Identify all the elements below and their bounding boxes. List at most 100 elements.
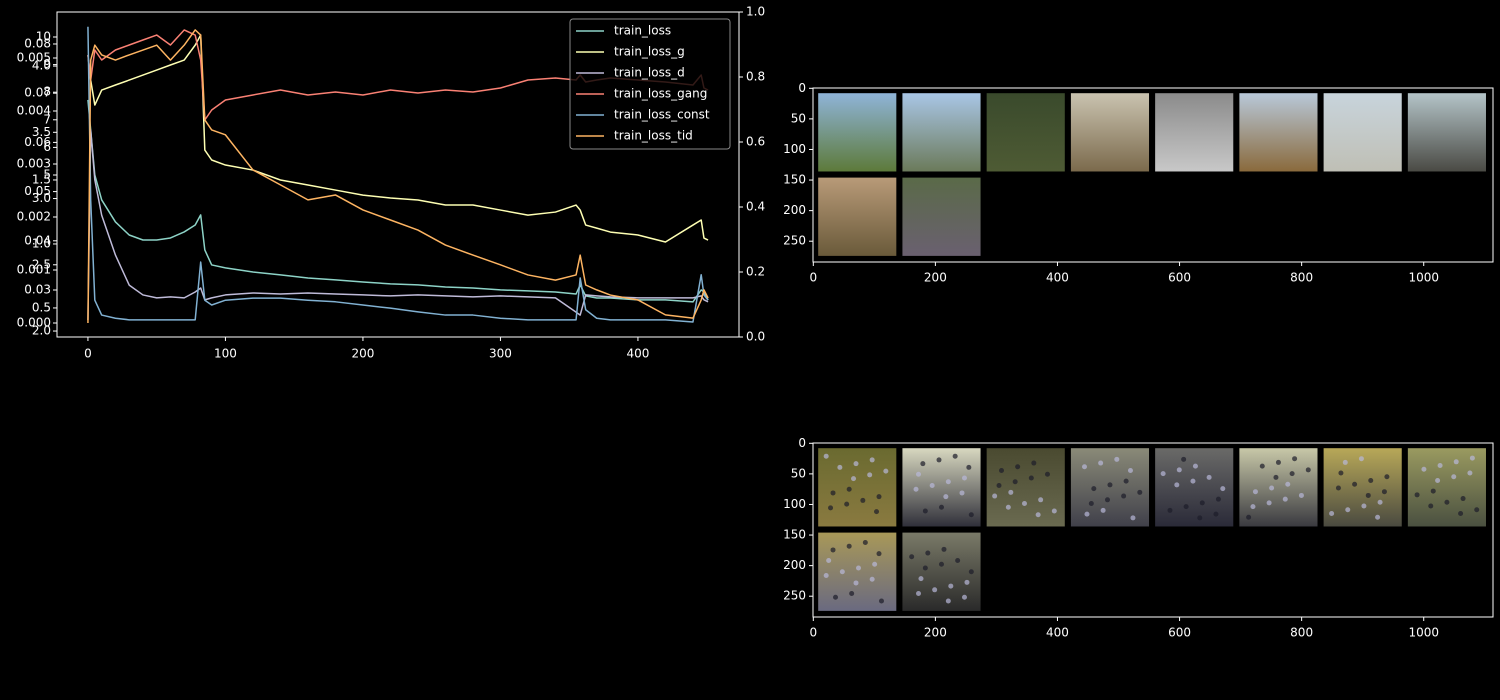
x-tick-label: 600: [1168, 626, 1191, 640]
image-tile: [986, 93, 1065, 172]
noise-speck: [1421, 466, 1427, 472]
noise-speck: [1269, 485, 1275, 491]
image-tile: [1155, 448, 1234, 527]
y-tick-label: 2.5: [32, 257, 51, 271]
noise-speck: [948, 583, 954, 589]
noise-speck: [1474, 507, 1480, 513]
x-tick-label: 1000: [1408, 626, 1439, 640]
x-tick-label: 0: [84, 347, 92, 361]
legend-label: train_loss_g: [614, 45, 685, 59]
noise-speck: [1358, 456, 1364, 462]
noise-speck: [1005, 504, 1011, 510]
noise-speck: [1038, 497, 1044, 503]
image-tile: [902, 532, 981, 611]
noise-speck: [1451, 474, 1457, 480]
noise-speck: [1273, 474, 1279, 480]
loss-line: [87, 29, 709, 324]
noise-speck: [922, 508, 928, 514]
noise-speck: [1437, 463, 1443, 469]
noise-speck: [1174, 482, 1180, 488]
legend-label: train_loss: [614, 24, 671, 38]
noise-speck: [1381, 489, 1387, 495]
y-tick-label: 0.06: [24, 135, 51, 149]
image-tile: [902, 93, 981, 172]
image-tile: [818, 93, 897, 172]
y-tick-label: 0.003: [17, 157, 51, 171]
noise-speck: [1100, 507, 1106, 513]
noise-speck: [1213, 511, 1219, 517]
image-tile: [818, 448, 897, 527]
noise-speck: [932, 587, 938, 593]
noise-speck: [853, 461, 859, 467]
noise-speck: [1467, 470, 1473, 476]
x-tick-label: 400: [1046, 626, 1069, 640]
y2-tick-label: 0.8: [746, 70, 765, 84]
x-tick-label: 100: [214, 347, 237, 361]
noise-speck: [936, 457, 942, 463]
y2-tick-label: 0.6: [746, 135, 765, 149]
noise-speck: [1282, 496, 1288, 502]
noise-speck: [833, 594, 839, 600]
noise-speck: [1345, 507, 1351, 513]
noise-speck: [853, 580, 859, 586]
noise-speck: [1285, 481, 1291, 487]
noise-speck: [1250, 504, 1256, 510]
noise-speck: [941, 546, 947, 552]
noise-speck: [876, 551, 882, 557]
noise-speck: [1252, 489, 1258, 495]
x-tick-label: 400: [1046, 271, 1069, 285]
y-tick-label: 7: [43, 112, 51, 126]
x-tick-label: 400: [626, 347, 649, 361]
noise-speck: [1127, 468, 1133, 474]
noise-speck: [1444, 499, 1450, 505]
image-tile: [1407, 448, 1486, 527]
y-tick-label: 0: [798, 436, 806, 450]
y-tick-label: 10: [36, 30, 51, 44]
image-tile: [1239, 93, 1318, 172]
noise-speck: [1377, 499, 1383, 505]
plot-frame: [56, 11, 740, 338]
image-tile: [1155, 93, 1234, 172]
x-tick-label: 1000: [1408, 271, 1439, 285]
noise-speck: [1176, 467, 1182, 473]
noise-speck: [1181, 456, 1187, 462]
y-tick-label: 3.5: [32, 125, 51, 139]
noise-speck: [1375, 514, 1381, 520]
noise-speck: [1384, 474, 1390, 480]
noise-speck: [943, 494, 949, 500]
noise-speck: [1298, 492, 1304, 498]
noise-speck: [959, 490, 965, 496]
noise-speck: [1329, 511, 1335, 517]
noise-speck: [878, 598, 884, 604]
noise-speck: [830, 547, 836, 553]
y-tick-label: 0.08: [24, 36, 51, 50]
y-tick-label: 1.5: [32, 172, 51, 186]
noise-speck: [823, 453, 829, 459]
x-tick-label: 200: [924, 271, 947, 285]
noise-speck: [1028, 475, 1034, 481]
noise-speck: [1305, 467, 1311, 473]
noise-speck: [1460, 496, 1466, 502]
noise-speck: [1084, 511, 1090, 517]
image-tile: [1407, 93, 1486, 172]
x-tick-label: 0: [809, 271, 817, 285]
noise-speck: [1051, 508, 1057, 514]
noise-speck: [1220, 486, 1226, 492]
y-tick-label: 50: [791, 466, 806, 480]
loss-line: [87, 99, 709, 303]
noise-speck: [869, 457, 875, 463]
y-tick-label: 0: [798, 81, 806, 95]
noise-speck: [1091, 486, 1097, 492]
y-tick-label: 150: [783, 173, 806, 187]
noise-speck: [913, 486, 919, 492]
noise-speck: [1361, 503, 1367, 509]
y-tick-label: 50: [791, 111, 806, 125]
noise-speck: [855, 565, 861, 571]
noise-speck: [1107, 482, 1113, 488]
noise-speck: [849, 591, 855, 597]
noise-speck: [1130, 515, 1136, 521]
y-tick-label: 0.03: [24, 283, 51, 297]
image-frame: [812, 87, 1494, 263]
